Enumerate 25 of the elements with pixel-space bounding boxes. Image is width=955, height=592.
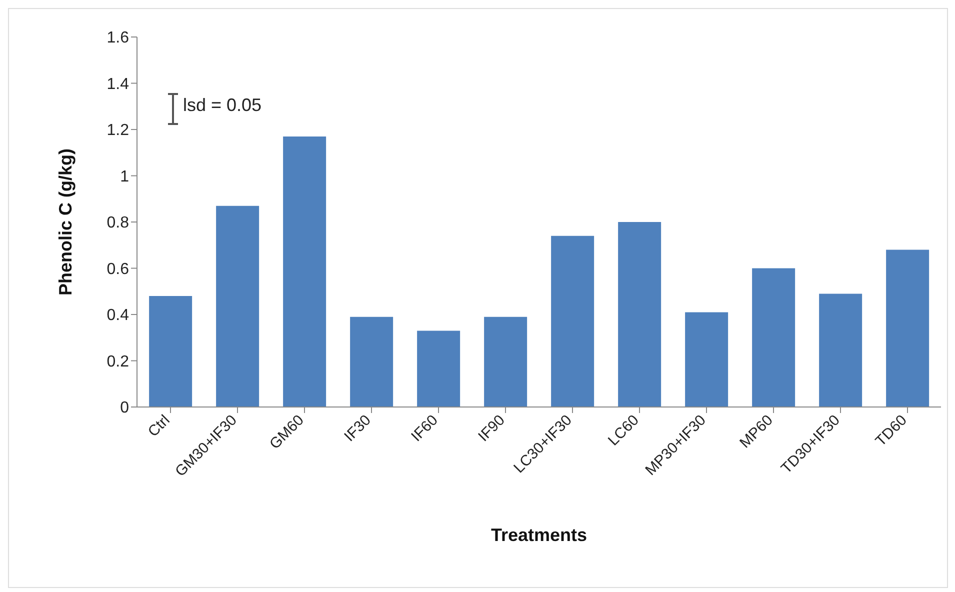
y-tick-label: 0.4: [106, 307, 130, 324]
bar: [752, 268, 796, 407]
bar: [417, 330, 460, 407]
bar: [216, 206, 260, 407]
bar: [484, 316, 528, 407]
y-tick-label: 1.4: [106, 76, 130, 93]
bar: [551, 236, 594, 407]
y-tick-label: 0.2: [106, 353, 130, 370]
x-axis-title: Treatments: [490, 525, 588, 545]
y-tick-label: 0.8: [106, 214, 130, 232]
y-tick-label: 0: [120, 400, 130, 417]
annotation: lsd = 0.05: [183, 95, 262, 116]
bar: [149, 296, 192, 407]
bar: [350, 316, 394, 407]
y-tick-label: 1: [120, 168, 130, 186]
y-tick-label: 0.6: [106, 260, 130, 278]
bar: [685, 312, 728, 407]
bar: [819, 294, 862, 407]
y-tick-label: 1.2: [106, 122, 130, 140]
bar: [618, 222, 662, 407]
y-tick-label: 1.6: [106, 30, 130, 47]
bar: [886, 250, 930, 407]
x-tick-label: Ctrl: [144, 412, 174, 440]
y-axis-title: Phenolic C (g/kg): [55, 148, 76, 296]
bar: [283, 136, 326, 407]
